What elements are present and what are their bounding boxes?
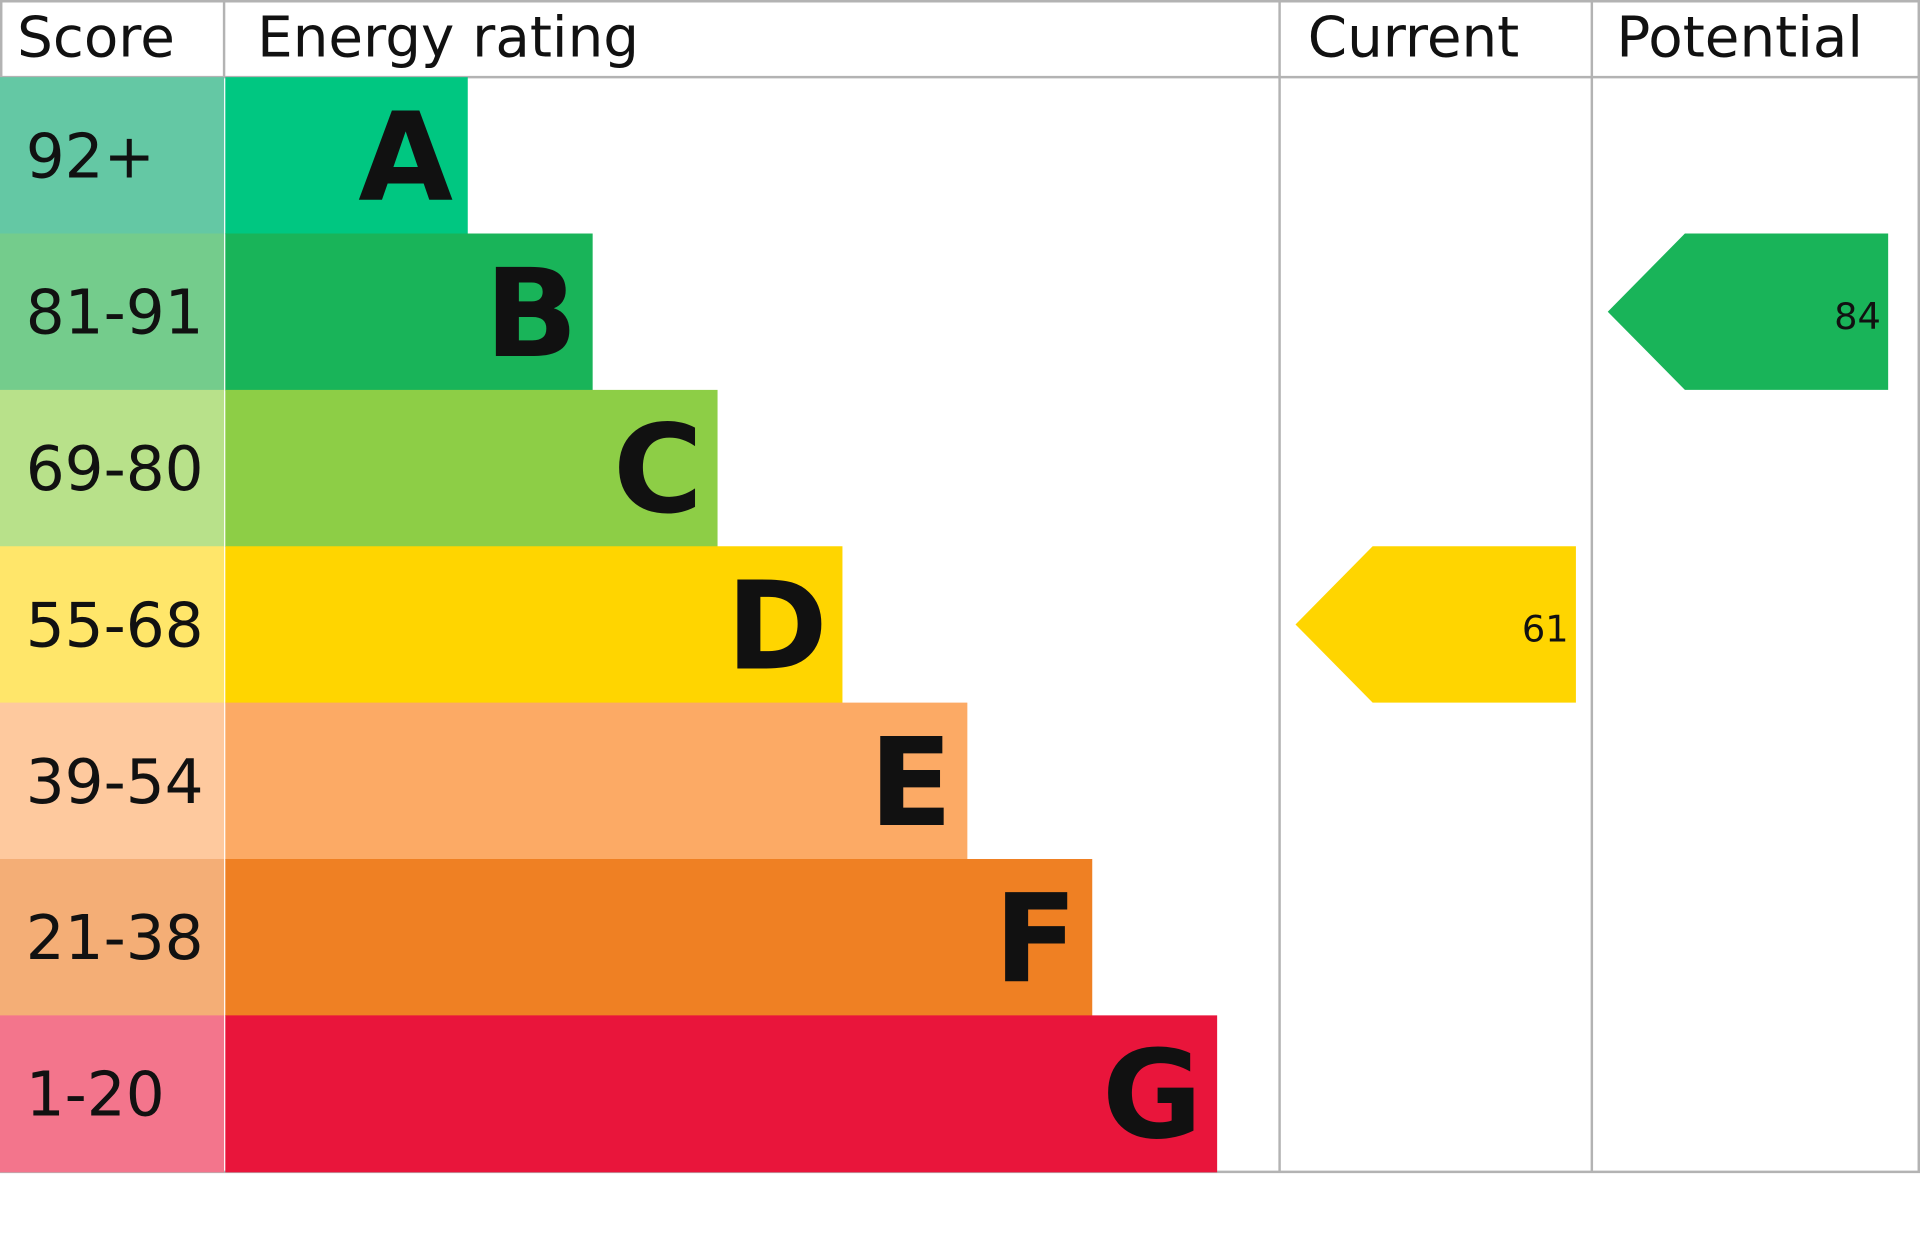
rating-bar-D <box>225 546 843 704</box>
score-cell-F <box>0 858 225 1016</box>
score-cell-B <box>0 233 225 391</box>
score-cell-D <box>0 546 225 704</box>
score-cell-C <box>0 389 225 547</box>
rating-letter: G <box>1102 1024 1202 1167</box>
rating-letter: D <box>726 555 828 698</box>
rating-letter: B <box>485 242 578 385</box>
rating-letter: A <box>358 85 453 228</box>
score-range-label: 69-80 <box>26 434 204 505</box>
score-range-label: 1-20 <box>26 1060 165 1131</box>
current-arrow <box>1295 546 1576 703</box>
score-range-label: 55-68 <box>26 590 204 661</box>
rating-bar-B <box>225 233 593 391</box>
header-potential: Potential <box>1616 5 1863 70</box>
potential-score-value: 84 <box>1834 295 1881 338</box>
potential-arrow <box>1607 233 1889 390</box>
rating-bar-E <box>225 702 968 860</box>
score-range-label: 92+ <box>26 121 155 192</box>
rating-bar-F <box>225 858 1093 1016</box>
score-cell-A <box>0 77 225 235</box>
rating-letter: C <box>613 398 703 541</box>
score-range-label: 21-38 <box>26 903 204 974</box>
current-score-value: 61 <box>1522 608 1569 651</box>
header-score: Score <box>17 5 175 70</box>
rating-letter: E <box>869 711 953 854</box>
score-cell-G <box>0 1015 225 1173</box>
rating-bar-G <box>225 1015 1218 1173</box>
rating-letter: F <box>994 867 1078 1010</box>
header-current: Current <box>1308 5 1520 70</box>
score-range-label: 39-54 <box>26 747 204 818</box>
score-range-label: 81-91 <box>26 278 204 349</box>
header-energy-rating: Energy rating <box>257 5 639 70</box>
rating-bar-A <box>225 77 468 235</box>
rating-bar-C <box>225 389 718 547</box>
score-cell-E <box>0 702 225 860</box>
